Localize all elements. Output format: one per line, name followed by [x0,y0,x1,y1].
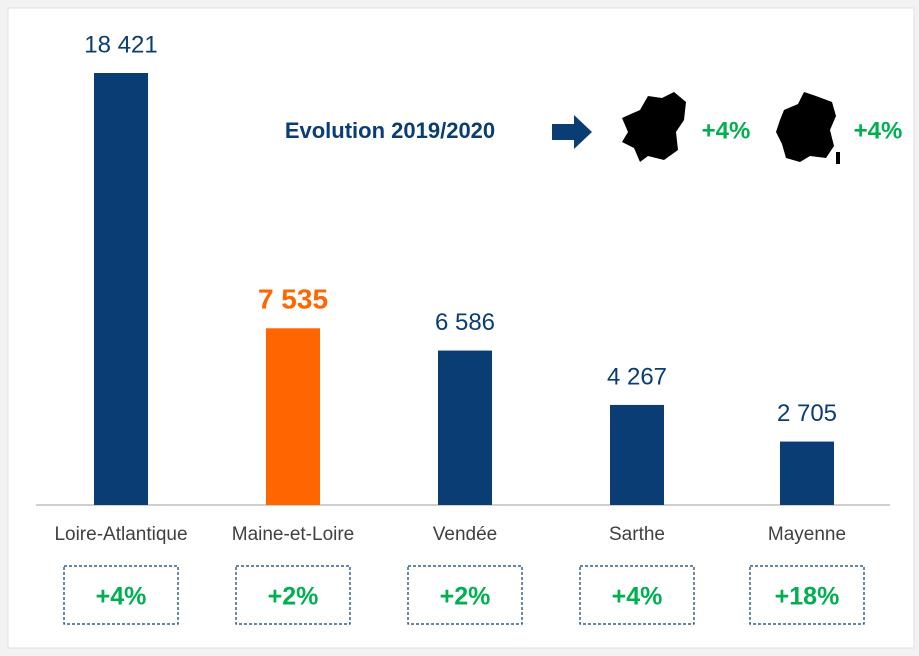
country-map [776,92,840,164]
evolution-box [407,565,523,625]
bar [610,404,664,505]
x-tick-label: Sarthe [609,524,665,545]
bar [94,73,148,505]
arrow [552,115,592,149]
country-evolution: +4% [854,117,903,144]
evolution-box [235,565,351,625]
region-map [622,92,686,162]
x-tick-label: Vendée [433,524,497,545]
bar [266,328,320,505]
evolution-label: +2% [440,583,491,611]
evolution-box [63,565,179,625]
region-evolution: +4% [702,117,751,144]
x-tick-label: Mayenne [768,524,846,545]
value-label: 2 705 [777,400,837,427]
value-label: 18 421 [84,31,157,58]
evolution-label: +18% [775,583,840,611]
value-label: 7 535 [258,284,328,315]
evolution-box [749,565,865,625]
value-label: 6 586 [435,309,495,336]
bar [438,350,492,505]
evolution-label: +4% [612,583,663,611]
evolution-label: +2% [268,583,319,611]
panel [7,7,915,649]
x-tick-label: Loire-Atlantique [54,524,187,545]
evolution-title: Evolution 2019/2020 [285,118,495,143]
bar [780,441,834,505]
value-label: 4 267 [607,363,667,390]
evolution-box [579,565,695,625]
x-tick-label: Maine-et-Loire [232,524,355,545]
evolution-label: +4% [96,583,147,611]
